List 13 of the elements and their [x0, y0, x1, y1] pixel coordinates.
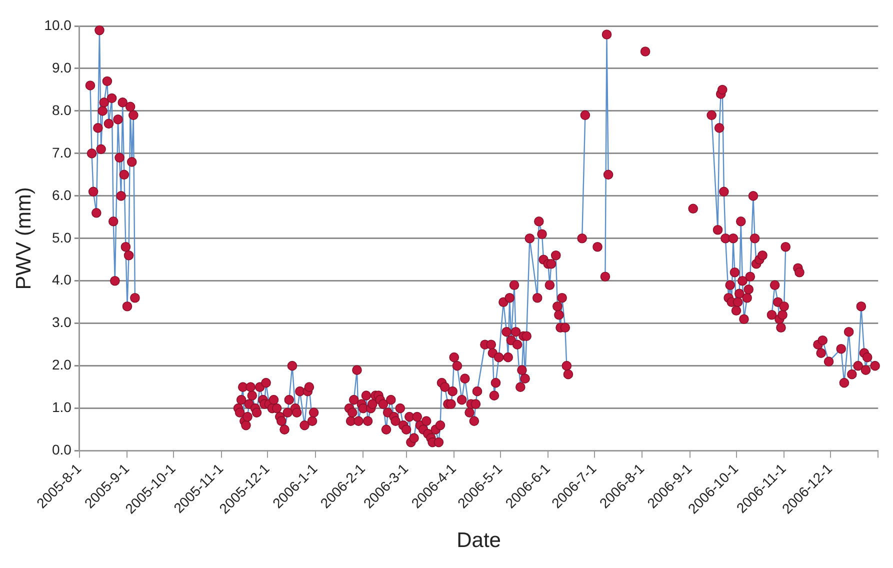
y-tick-label: 9.0	[52, 59, 72, 76]
y-tick-label: 0.0	[52, 442, 72, 458]
y-tick-label: 8.0	[52, 102, 72, 118]
y-tick-label: 5.0	[52, 229, 72, 246]
y-tick-label: 10.0	[44, 16, 72, 33]
y-tick-label: 4.0	[52, 272, 72, 288]
y-tick-label: 2.0	[52, 356, 72, 373]
y-tick-label: 7.0	[52, 144, 72, 160]
y-axis-title: PWV (mm)	[12, 187, 36, 290]
y-tick-label: 3.0	[52, 314, 72, 330]
y-tick-label: 1.0	[52, 399, 72, 416]
x-axis-title: Date	[456, 529, 501, 552]
y-tick-label: 6.0	[52, 186, 72, 203]
